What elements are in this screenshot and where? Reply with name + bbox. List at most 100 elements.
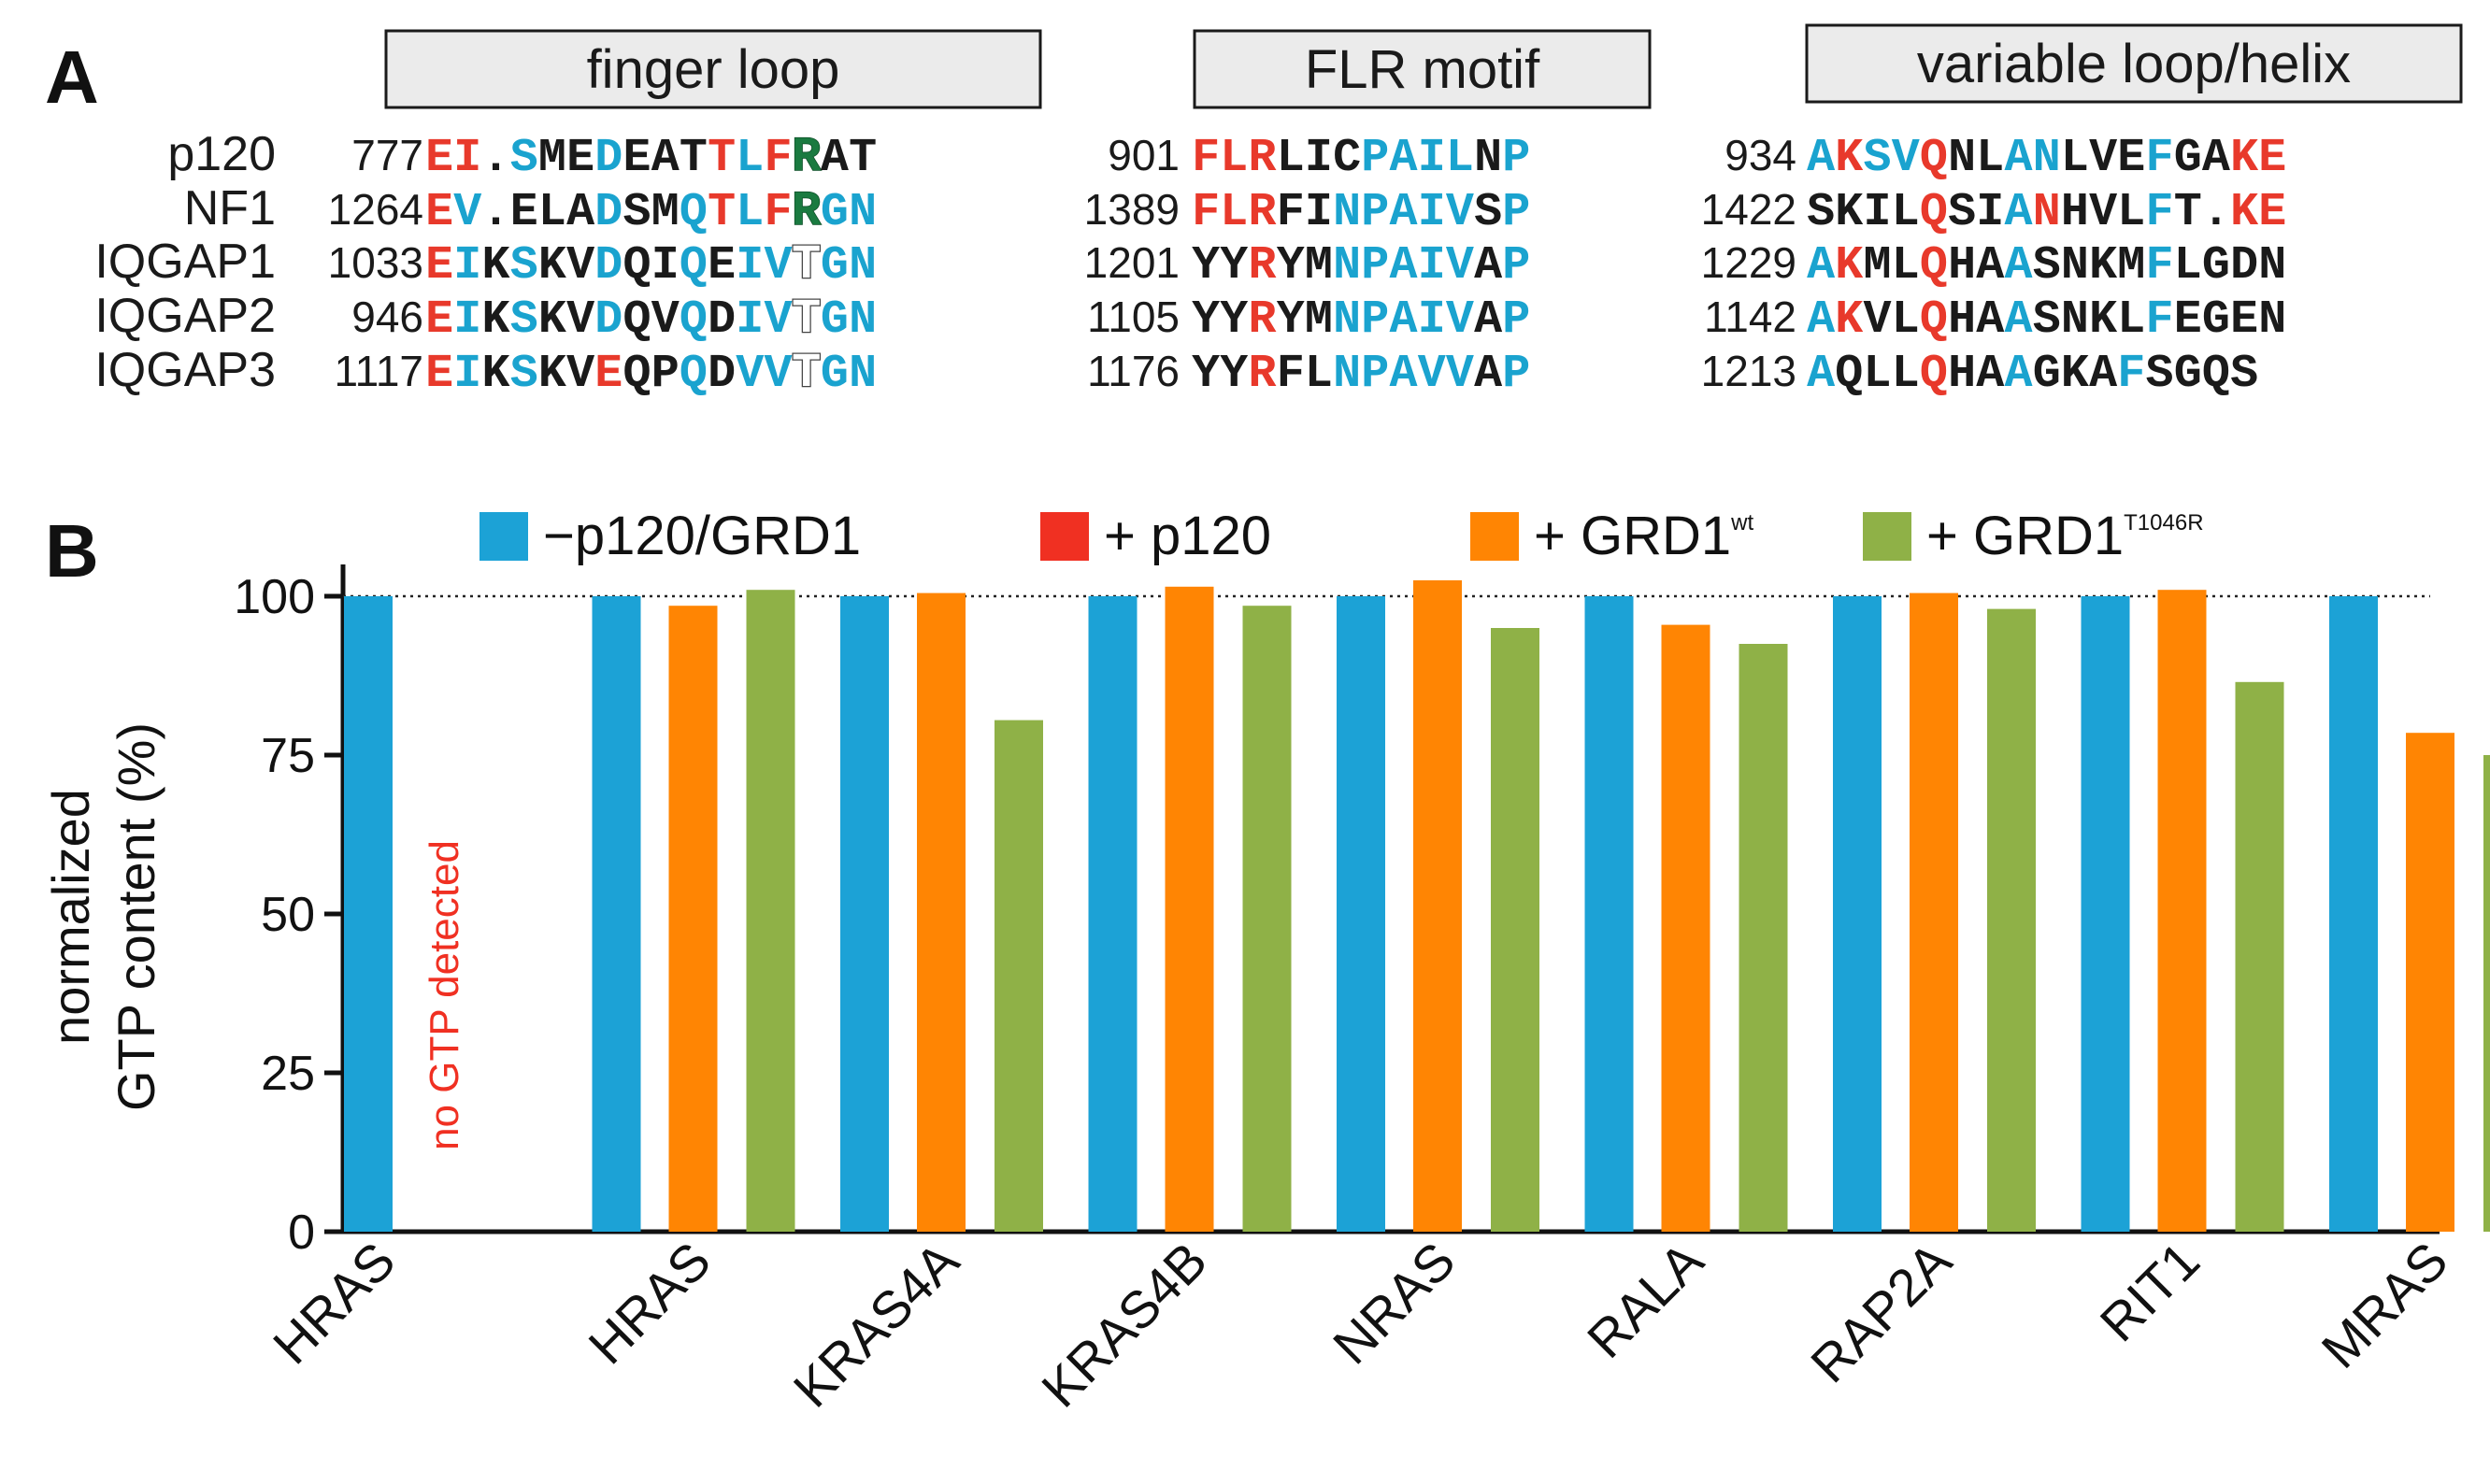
residue: T	[792, 237, 821, 293]
residue: G	[821, 186, 849, 239]
residue: E	[708, 239, 736, 293]
bar	[1661, 624, 1710, 1232]
residue: G	[821, 239, 849, 293]
residue: T	[680, 132, 708, 185]
bar	[1739, 644, 1788, 1232]
residue: S	[2230, 348, 2258, 401]
residue: F	[1192, 186, 1220, 239]
residue-start-number: 1142	[1704, 293, 1796, 341]
residue: V	[2089, 132, 2117, 185]
residue: A	[2004, 186, 2032, 239]
legend-label: −p120/GRD1	[543, 506, 861, 566]
residue: A	[1389, 239, 1417, 293]
residue: S	[2033, 293, 2061, 347]
residue: L	[1305, 348, 1333, 401]
bar	[1910, 592, 1958, 1232]
residue-start-number: 777	[351, 131, 423, 179]
residue: I	[453, 239, 481, 293]
residue: A	[1389, 186, 1417, 239]
bar-chart: −p120/GRD1 + p120 + GRD1wt + GRD1T1046R 0 25…	[41, 506, 2490, 1419]
residue: D	[594, 293, 622, 347]
residue: M	[1305, 239, 1333, 293]
chart-annotations: no GTP detected	[422, 840, 467, 1150]
residue: K	[538, 293, 566, 347]
residue: N	[2061, 239, 2089, 293]
residue: P	[1361, 186, 1389, 239]
residue: F	[2145, 239, 2173, 293]
residue: K	[538, 348, 566, 401]
residue: N	[849, 239, 877, 293]
legend-swatch	[479, 512, 528, 561]
residue: L	[1220, 132, 1248, 185]
residue: E	[2258, 132, 2286, 185]
residue: P	[1502, 186, 1530, 239]
panel-b-label: B	[45, 509, 99, 592]
residue: R	[1248, 132, 1276, 185]
y-tick-label: 75	[261, 729, 315, 783]
residue: Q	[680, 186, 708, 239]
legend-swatch	[1863, 512, 1911, 561]
residue: T	[792, 292, 821, 347]
residue: C	[1333, 132, 1361, 185]
residue: R	[1248, 239, 1276, 293]
residue: L	[1892, 293, 1920, 347]
residue: .	[481, 132, 509, 185]
residue: I	[1305, 186, 1333, 239]
residue: G	[2202, 293, 2230, 347]
residue: M	[651, 186, 680, 239]
residue: E	[425, 348, 453, 401]
residue: V	[1446, 293, 1474, 347]
residue: A	[1389, 293, 1417, 347]
residue: D	[2230, 239, 2258, 293]
residue: P	[651, 348, 680, 401]
residue: A	[2202, 132, 2230, 185]
residue: L	[1220, 186, 1248, 239]
residue: G	[2202, 239, 2230, 293]
residue: V	[764, 348, 792, 401]
residue: P	[1502, 239, 1530, 293]
residue: E	[425, 186, 453, 239]
residue: V	[566, 239, 594, 293]
residue: Q	[622, 348, 651, 401]
residue: M	[2117, 239, 2145, 293]
residue: V	[1446, 348, 1474, 401]
residue: V	[736, 348, 764, 401]
x-tick-label: RIT1	[2089, 1231, 2211, 1352]
residue: N	[2061, 293, 2089, 347]
residue: V	[566, 293, 594, 347]
residue: E	[2230, 293, 2258, 347]
residue: V	[2089, 186, 2117, 239]
residue: T	[849, 132, 877, 185]
residue: E	[2174, 293, 2202, 347]
residue-start-number: 901	[1108, 131, 1180, 179]
residue-start-number: 1389	[1084, 185, 1180, 234]
residue: G	[2174, 132, 2202, 185]
residue: D	[594, 132, 622, 185]
region-title: finger loop	[587, 39, 840, 100]
residue: Q	[2202, 348, 2230, 401]
residue: N	[1948, 132, 1976, 185]
x-tick-label: KRAS4A	[782, 1230, 970, 1418]
residue: L	[1446, 132, 1474, 185]
y-tick-label: 25	[261, 1047, 315, 1101]
residue: A	[1807, 132, 1835, 185]
y-axis-label-line-2: GTP content (%)	[107, 722, 165, 1111]
row-label: NF1	[184, 181, 276, 235]
residue: I	[1418, 132, 1446, 185]
residue: L	[2117, 186, 2145, 239]
residue: A	[566, 186, 594, 239]
residue-start-number: 946	[351, 293, 423, 341]
residue: E	[425, 293, 453, 347]
residue: N	[2258, 293, 2286, 347]
residue: L	[1863, 348, 1891, 401]
residue: V	[453, 186, 481, 239]
residue: P	[1361, 348, 1389, 401]
bar	[2329, 596, 2378, 1232]
residue: A	[1389, 132, 1417, 185]
residue: Q	[680, 348, 708, 401]
residue: T	[708, 132, 736, 185]
residue: L	[2061, 132, 2089, 185]
residue: I	[453, 348, 481, 401]
residue: L	[1892, 348, 1920, 401]
